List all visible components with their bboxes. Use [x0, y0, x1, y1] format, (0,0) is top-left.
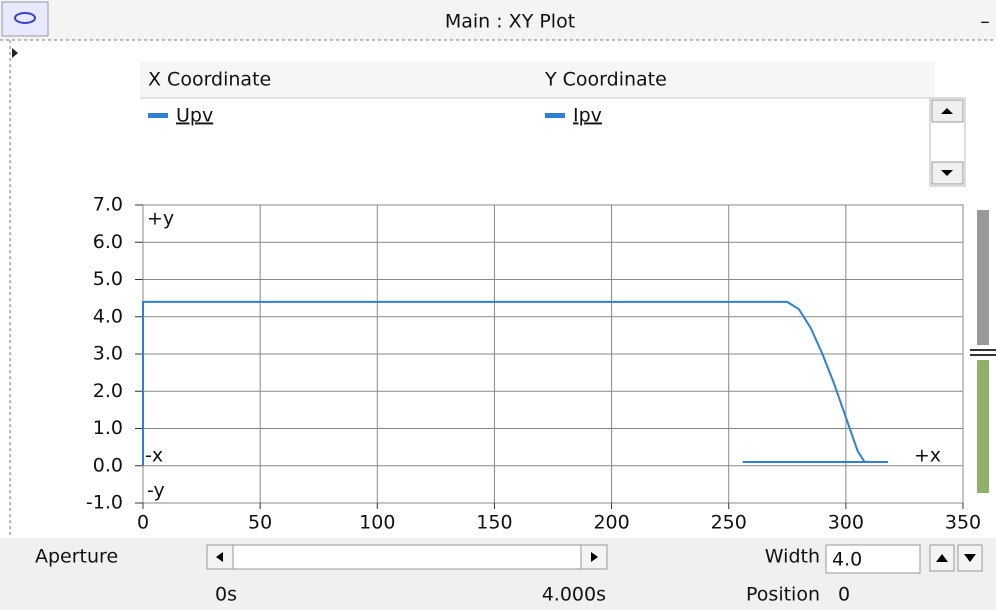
width-field[interactable]: [825, 544, 921, 574]
y-legend-name[interactable]: Ipv: [573, 105, 602, 127]
left-arrow: [216, 552, 223, 562]
axis-direction-label: -y: [147, 480, 165, 502]
y-header: Y Coordinate: [544, 69, 667, 91]
x-tick-label: 100: [359, 512, 395, 534]
y-tick-label: -1.0: [86, 492, 123, 514]
x-tick-label: 50: [248, 512, 272, 534]
down-arrow: [941, 170, 953, 176]
position-label: Position: [746, 584, 820, 606]
up-arrow: [936, 554, 948, 562]
x-tick-label: 150: [476, 512, 512, 534]
y-tick-label: 4.0: [93, 305, 123, 327]
x-tick-label: 250: [711, 512, 747, 534]
minimize-button[interactable]: –: [980, 11, 990, 33]
axis-direction-label: +y: [147, 208, 174, 230]
aperture-scrollbar[interactable]: [206, 544, 608, 570]
expand-arrow[interactable]: [12, 48, 18, 58]
x-legend-name[interactable]: Upv: [176, 105, 213, 127]
width-value: 4.0: [832, 549, 862, 571]
axis-direction-label: +x: [914, 444, 941, 466]
y-tick-label: 7.0: [93, 194, 123, 216]
up-arrow: [941, 108, 953, 114]
y-tick-label: 1.0: [93, 417, 123, 439]
window-title: Main : XY Plot: [445, 11, 575, 33]
x-tick-label: 350: [945, 512, 981, 534]
x-tick-label: 0: [137, 512, 149, 534]
legend-header: [140, 62, 935, 98]
x-legend-swatch: [148, 113, 168, 118]
eye-icon: [14, 12, 36, 24]
zoom-slider-lower[interactable]: [977, 360, 989, 493]
view-button[interactable]: [1, 1, 49, 37]
right-arrow: [591, 552, 598, 562]
title-bar: [0, 0, 996, 40]
y-tick-label: 5.0: [93, 268, 123, 290]
width-label: Width: [765, 546, 820, 568]
x-tick-label: 300: [828, 512, 864, 534]
aperture-label: Aperture: [35, 546, 118, 568]
x-tick-label: 200: [593, 512, 629, 534]
y-tick-label: 3.0: [93, 343, 123, 365]
y-legend-swatch: [545, 113, 565, 118]
y-tick-label: 6.0: [93, 231, 123, 253]
series-line: [142, 300, 889, 466]
y-tick-label: 2.0: [93, 380, 123, 402]
aperture-start: 0s: [215, 584, 237, 606]
down-arrow: [964, 554, 976, 562]
position-value: 0: [838, 584, 850, 606]
y-tick-label: 0.0: [93, 454, 123, 476]
zoom-slider-upper[interactable]: [977, 210, 989, 345]
x-header: X Coordinate: [148, 69, 271, 91]
aperture-end: 4.000s: [542, 584, 606, 606]
axis-direction-label: -x: [145, 444, 163, 466]
